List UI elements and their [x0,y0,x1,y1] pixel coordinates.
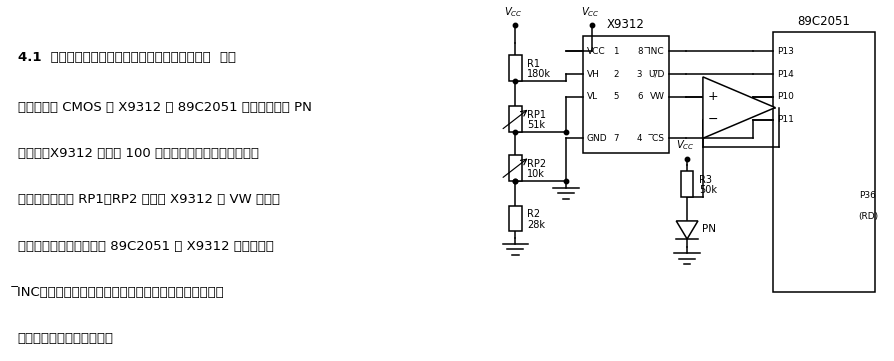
Text: 中，调节电位器 RP1、RP2 可改变 X9312 的: 中，调节电位器 RP1、RP2 可改变 X9312 的 [18,193,229,206]
Text: 5: 5 [612,92,618,101]
Text: 4.1  固态非易失性精密电位器构成的温度测量电路  电路: 4.1 固态非易失性精密电位器构成的温度测量电路 电路 [18,51,235,64]
Bar [509,106,521,132]
Text: VL: VL [586,92,597,101]
Text: 判断后，得到被测温度値。: 判断后，得到被测温度値。 [18,332,114,345]
Polygon shape [676,221,697,239]
Text: P10: P10 [777,92,794,101]
Text: P13: P13 [777,47,794,56]
Text: 采用低功耗 CMOS 的 X9312 和 89C2051 及温度传感器 PN: 采用低功耗 CMOS 的 X9312 和 89C2051 及温度传感器 PN [18,101,311,114]
Text: 2: 2 [612,70,618,78]
Text: 8: 8 [637,47,642,56]
Text: VCC: VCC [586,47,604,56]
Text: 中，调节电位器 RP1、RP2 可改变 X9312 的 VW 输出电: 中，调节电位器 RP1、RP2 可改变 X9312 的 VW 输出电 [18,193,280,206]
Text: 等构成。X9312 中含有 100 个电阵单元的电阵阵列。电路: 等构成。X9312 中含有 100 个电阵单元的电阵阵列。电路 [18,147,258,160]
Text: R2: R2 [527,209,540,219]
Text: 50k: 50k [698,185,716,195]
Text: ̅CS: ̅CS [652,134,663,143]
Text: PN: PN [702,224,716,234]
Text: 6: 6 [637,92,642,101]
Text: VH: VH [586,70,599,78]
Bar [509,155,521,180]
Text: 10k: 10k [527,169,544,179]
Text: 7: 7 [612,134,618,143]
Text: X9312: X9312 [606,18,645,31]
Text: P14: P14 [777,70,793,78]
Bar [509,55,521,81]
Bar [583,36,668,153]
Text: −: − [706,113,717,126]
Bar [509,206,521,231]
Text: $V_{CC}$: $V_{CC}$ [580,5,599,19]
Text: RP1: RP1 [527,110,545,120]
Text: VW: VW [649,92,663,101]
Text: 51k: 51k [527,120,544,130]
Text: ̅INC: ̅INC [648,47,663,56]
Polygon shape [702,77,774,138]
Text: 压，实现温度标定。通过 89C2051 将 X9312 的输出脉冲: 压，实现温度标定。通过 89C2051 将 X9312 的输出脉冲 [18,240,274,253]
Text: (RD): (RD) [856,212,877,221]
Text: 3: 3 [637,70,642,78]
Text: R1: R1 [527,58,539,69]
Text: R3: R3 [698,175,711,185]
Text: U/̅D: U/̅D [647,70,663,78]
Text: GND: GND [586,134,607,143]
Text: P11: P11 [777,116,794,124]
Text: RP2: RP2 [527,158,545,169]
Text: 28k: 28k [527,219,544,230]
Text: 180k: 180k [527,69,551,79]
Text: 89C2051: 89C2051 [797,15,849,28]
Text: P36: P36 [858,191,875,200]
Bar [772,32,873,292]
Text: +: + [706,90,717,103]
Text: $V_{CC}$: $V_{CC}$ [503,5,522,19]
Text: $V_{CC}$: $V_{CC}$ [675,139,694,152]
Text: 1: 1 [612,47,618,56]
Text: ̅INC进行计数，并同温度传感器的检测信号电压进行比较: ̅INC进行计数，并同温度传感器的检测信号电压进行比较 [18,286,224,299]
Bar [680,171,693,197]
Text: 4: 4 [637,134,642,143]
